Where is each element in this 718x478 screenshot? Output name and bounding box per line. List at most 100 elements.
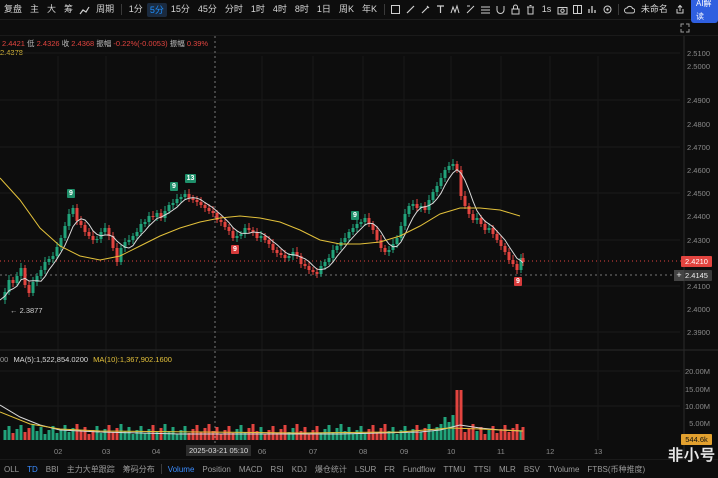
- time-tick-label: 12: [546, 447, 555, 456]
- tab-ftbs[interactable]: FTBS(币种推度): [587, 464, 646, 474]
- volume-bar: [175, 434, 179, 440]
- trash-icon[interactable]: [525, 4, 536, 16]
- drawing-toolbar: [0, 21, 718, 36]
- measure-icon[interactable]: [465, 4, 476, 16]
- volume-tick-label: 20.00M: [684, 367, 710, 376]
- volume-bar: [411, 429, 415, 440]
- interval-week[interactable]: 周K: [338, 4, 354, 14]
- interval-4h[interactable]: 4时: [272, 4, 287, 14]
- share-icon[interactable]: [674, 4, 685, 16]
- volume-bar: [87, 434, 91, 440]
- draw-tool-icon[interactable]: [405, 4, 416, 16]
- volume-bar: [63, 425, 67, 440]
- interval-5m[interactable]: 5分: [146, 2, 167, 17]
- text-tool-icon[interactable]: [435, 4, 446, 16]
- candle-body: [343, 238, 347, 242]
- interval-45m[interactable]: 45分: [197, 4, 217, 14]
- candle-body: [243, 228, 247, 234]
- tab-fundflow[interactable]: Fundflow: [402, 464, 436, 474]
- amp-value: 0.39%: [186, 39, 209, 48]
- tab-volume[interactable]: Volume: [167, 464, 195, 474]
- candle-body: [351, 228, 355, 232]
- candle-body: [275, 250, 279, 253]
- tab-ttmu[interactable]: TTMU: [443, 464, 466, 474]
- refresh-interval[interactable]: 1s: [541, 4, 552, 14]
- interval-15m[interactable]: 15分: [170, 4, 190, 14]
- tab-main-big-order[interactable]: 主力大单跟踪: [66, 464, 115, 474]
- interval-1m[interactable]: 1分: [128, 4, 143, 14]
- tab-tvolume[interactable]: TVolume: [547, 464, 580, 474]
- settings-icon[interactable]: [602, 4, 613, 16]
- camera-icon[interactable]: [557, 4, 568, 16]
- tab-chip-distribution[interactable]: 筹码分布: [122, 464, 155, 474]
- tab-position[interactable]: Position: [202, 464, 231, 474]
- volume-bar: [343, 431, 347, 440]
- crosshair-icon[interactable]: [390, 4, 401, 16]
- layout-name-dropdown[interactable]: 未命名: [640, 4, 668, 14]
- interval-timeshare[interactable]: 分时: [224, 4, 243, 14]
- candle-body: [15, 276, 19, 283]
- tab-bsv[interactable]: BSV: [523, 464, 540, 474]
- big-order-button[interactable]: 大: [47, 4, 57, 14]
- candle-body: [59, 238, 63, 247]
- volume-bar: [51, 426, 55, 440]
- tab-macd[interactable]: MACD: [238, 464, 263, 474]
- candle-body: [431, 192, 435, 200]
- tab-bbi[interactable]: BBI: [45, 464, 59, 474]
- volume-bar: [183, 426, 187, 440]
- candle-body: [87, 232, 91, 236]
- pattern-icon[interactable]: [450, 4, 461, 16]
- layout-icon[interactable]: [572, 4, 583, 16]
- volume-bar: [115, 428, 119, 440]
- interval-1h[interactable]: 1时: [250, 4, 265, 14]
- brush-icon[interactable]: [420, 4, 431, 16]
- volume-bar: [479, 427, 483, 440]
- candle-body: [347, 232, 351, 238]
- volume-bar: [39, 427, 43, 440]
- volume-bar: [519, 431, 523, 440]
- candle-body: [395, 238, 399, 244]
- lock-icon[interactable]: [510, 4, 521, 16]
- price-chart[interactable]: [0, 36, 718, 459]
- volume-bar: [219, 434, 223, 440]
- chip-button[interactable]: 筹: [64, 4, 74, 14]
- fib-icon[interactable]: [480, 4, 491, 16]
- ai-analysis-button[interactable]: AI解读: [690, 0, 718, 23]
- indicator-icon[interactable]: [587, 4, 598, 16]
- high-value: 2.4421: [2, 39, 25, 48]
- volume-bar: [67, 432, 71, 440]
- magnet-icon[interactable]: [495, 4, 506, 16]
- fullscreen-icon[interactable]: [680, 23, 690, 35]
- tab-fr[interactable]: FR: [384, 464, 395, 474]
- tab-liquidation[interactable]: 爆仓统计: [314, 464, 347, 474]
- tab-oll[interactable]: OLL: [4, 464, 20, 474]
- tab-td[interactable]: TD: [27, 464, 38, 474]
- volume-bar: [123, 431, 127, 440]
- cloud-icon[interactable]: [623, 4, 635, 16]
- tab-kdj[interactable]: KDJ: [291, 464, 307, 474]
- tab-rsi[interactable]: RSI: [270, 464, 284, 474]
- replay-button[interactable]: 复盘: [4, 4, 23, 14]
- main-chip-button[interactable]: 主: [30, 4, 40, 14]
- tab-lsur[interactable]: LSUR: [354, 464, 377, 474]
- candle-body: [323, 262, 327, 266]
- candle-body: [327, 258, 331, 262]
- chart-controls: [680, 23, 690, 35]
- candle-body: [267, 240, 271, 244]
- period-selector[interactable]: 周期: [96, 4, 115, 14]
- candle-body: [371, 224, 375, 230]
- candle-body: [183, 194, 187, 197]
- tab-ttsi[interactable]: TTSI: [473, 464, 491, 474]
- interval-8h[interactable]: 8时: [294, 4, 309, 14]
- toolbar-divider: [618, 4, 619, 15]
- volume-bar: [223, 430, 227, 440]
- interval-year[interactable]: 年K: [361, 4, 377, 14]
- price-tick-label: 2.4900: [687, 96, 710, 105]
- volume-bar: [35, 431, 39, 440]
- interval-1d[interactable]: 1日: [316, 4, 331, 14]
- candle-body: [179, 197, 183, 199]
- candle-body: [91, 236, 95, 240]
- chart-type-icon[interactable]: [79, 4, 90, 16]
- tab-mlr[interactable]: MLR: [498, 464, 516, 474]
- add-alert-icon[interactable]: +: [674, 270, 684, 281]
